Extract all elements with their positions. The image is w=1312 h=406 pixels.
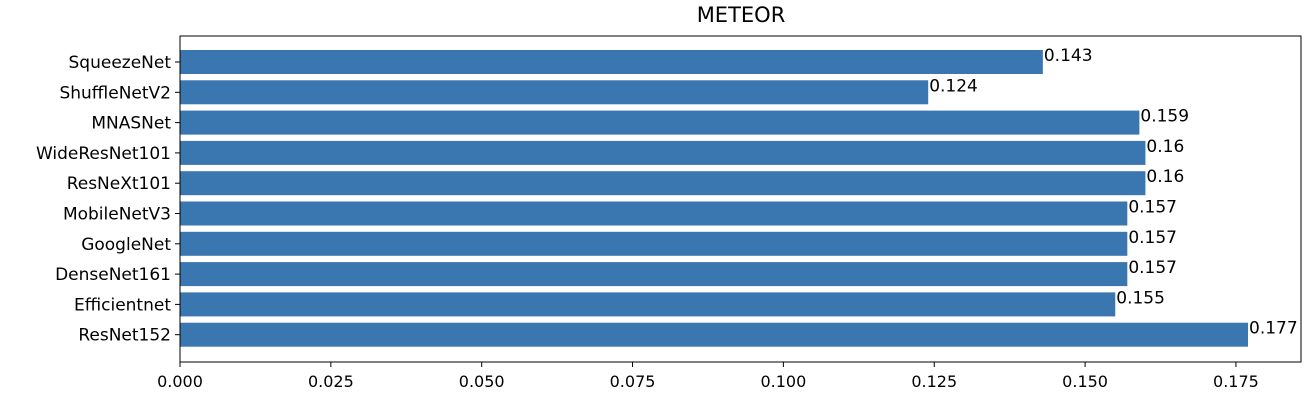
y-tick-label-shufflenetv2: ShuffleNetV2 [59,83,171,103]
value-label-shufflenetv2: 0.124 [929,76,978,96]
y-tick-label-resnext101: ResNeXt101 [67,174,171,194]
bar-resnet152 [180,322,1248,347]
value-label-mobilenetv3: 0.157 [1128,198,1177,218]
x-tick-label: 0.125 [911,372,957,391]
bar-shufflenetv2 [180,80,929,105]
bar-mnasnet [180,110,1140,135]
bar-wideresnet101 [180,140,1146,165]
x-tick-label: 0.175 [1213,372,1259,391]
x-tick-label: 0.025 [308,372,354,391]
x-tick-label: 0.000 [157,372,203,391]
plot-frame [179,35,1302,363]
value-label-googlenet: 0.157 [1128,228,1177,248]
y-tick-label-squeezenet: SqueezeNet [69,53,172,73]
value-label-efficientnet: 0.155 [1116,288,1165,308]
y-tick-label-efficientnet: Efficientnet [74,295,171,315]
bar-efficientnet [180,292,1116,317]
y-tick-label-googlenet: GoogleNet [81,235,171,255]
y-tick-label-densenet161: DenseNet161 [55,265,171,285]
bar-densenet161 [180,262,1128,287]
value-label-mnasnet: 0.159 [1140,107,1189,127]
y-tick-label-resnet152: ResNet152 [78,326,171,346]
value-label-resnet152: 0.177 [1249,319,1298,339]
y-tick-label-mnasnet: MNASNet [91,114,171,134]
chart-title: METEOR [697,3,786,27]
value-label-wideresnet101: 0.16 [1146,137,1184,157]
x-tick-label: 0.150 [1062,372,1108,391]
value-label-squeezenet: 0.143 [1044,46,1093,66]
value-label-resnext101: 0.16 [1146,167,1184,187]
x-tick-label: 0.050 [459,372,505,391]
bar-resnext101 [180,171,1146,196]
y-tick-label-wideresnet101: WideResNet101 [36,144,171,164]
value-label-densenet161: 0.157 [1128,258,1177,278]
bar-googlenet [180,231,1128,256]
x-tick-label: 0.100 [760,372,806,391]
y-tick-labels: SqueezeNet ShuffleNetV2 MNASNet WideResNet1… [36,53,180,346]
bar-squeezenet [180,50,1043,74]
y-tick-label-mobilenetv3: MobileNetV3 [63,205,171,225]
bar-mobilenetv3 [180,201,1128,226]
bars-group: 0.143 0.124 0.159 0.16 0.16 0.157 0.157 0.157 0.… [180,46,1298,347]
x-tick-label: 0.075 [610,372,656,391]
x-tick-labels: 0.000 0.025 0.050 0.075 0.100 0.125 0.150 0.175 [157,362,1259,391]
